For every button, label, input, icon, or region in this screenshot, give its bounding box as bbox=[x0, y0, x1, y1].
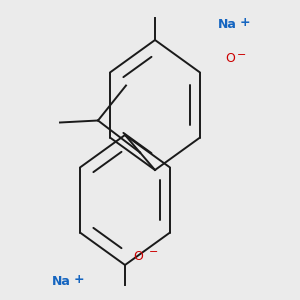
Text: −: − bbox=[149, 247, 158, 257]
Text: O: O bbox=[225, 52, 235, 64]
Text: +: + bbox=[240, 16, 250, 29]
Text: +: + bbox=[74, 273, 85, 286]
Text: O: O bbox=[133, 250, 143, 263]
Text: Na: Na bbox=[218, 18, 237, 31]
Text: −: − bbox=[237, 50, 246, 60]
Text: Na: Na bbox=[52, 275, 71, 288]
